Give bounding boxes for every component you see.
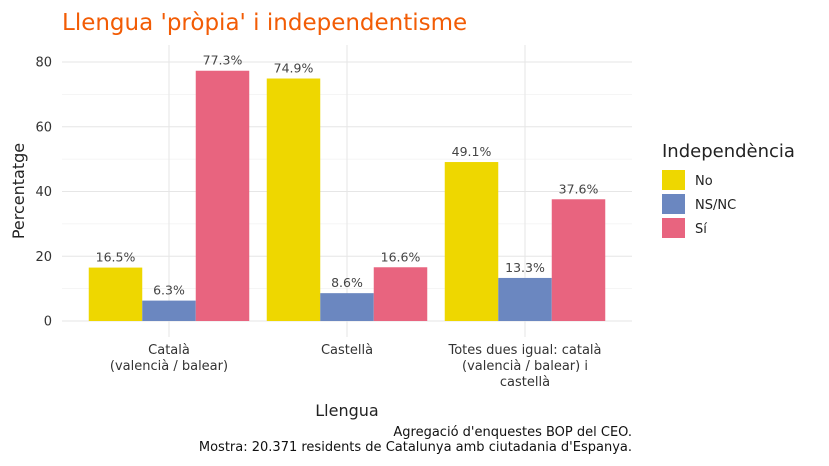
y-tick-label: 60	[35, 120, 52, 135]
caption-line: Agregació d'enquestes BOP del CEO.	[393, 425, 632, 440]
y-tick-label: 40	[35, 185, 52, 200]
data-label: 37.6%	[559, 181, 599, 196]
y-tick-label: 0	[44, 315, 52, 330]
y-axis-ticks: 0 20 40 60 80	[35, 56, 52, 330]
x-axis-ticks: Català (valencià / balear) Castellà Totes d…	[110, 343, 602, 390]
legend-key	[662, 194, 685, 214]
caption-line: Mostra: 20.371 residents de Catalunya am…	[199, 440, 632, 455]
bar-no	[266, 78, 321, 321]
data-label: 49.1%	[452, 144, 492, 159]
y-tick-label: 80	[35, 56, 52, 71]
legend: Independència No NS/NC Sí	[662, 141, 795, 238]
data-label: 16.6%	[381, 249, 421, 264]
bars	[88, 70, 606, 322]
bar-ns-nc	[498, 277, 552, 321]
data-labels: 16.5% 6.3% 77.3% 74.9% 8.6% 16.6% 49.1% 13.3% 37…	[96, 53, 599, 298]
x-tick-label: Castellà	[321, 343, 373, 358]
bar-ns-nc	[142, 300, 196, 321]
bar-no	[444, 162, 499, 321]
data-label: 16.5%	[96, 250, 136, 265]
legend-key	[662, 170, 685, 190]
y-tick-label: 20	[35, 250, 52, 265]
chart-title: Llengua 'pròpia' i independentisme	[62, 10, 467, 36]
data-label: 77.3%	[203, 53, 243, 68]
data-label: 13.3%	[505, 260, 545, 275]
legend-title: Independència	[662, 141, 795, 162]
data-label: 8.6%	[331, 275, 363, 290]
x-tick-label: Totes dues igual: català (valencià / bale…	[447, 343, 601, 390]
bar-no	[88, 267, 143, 321]
legend-label: NS/NC	[695, 198, 736, 213]
data-label: 74.9%	[274, 61, 314, 76]
bar-s-	[373, 267, 428, 321]
bar-s-	[195, 70, 250, 322]
bar-s-	[551, 199, 606, 321]
bar-ns-nc	[320, 293, 374, 321]
legend-label: Sí	[695, 222, 707, 237]
legend-key	[662, 218, 685, 238]
legend-label: No	[695, 174, 713, 189]
caption: Agregació d'enquestes BOP del CEO.Mostra…	[199, 425, 632, 455]
x-tick-label: Català (valencià / balear)	[110, 343, 228, 374]
data-label: 6.3%	[153, 283, 185, 298]
x-axis-title: Llengua	[315, 401, 378, 420]
y-axis-title: Percentatge	[9, 143, 28, 239]
